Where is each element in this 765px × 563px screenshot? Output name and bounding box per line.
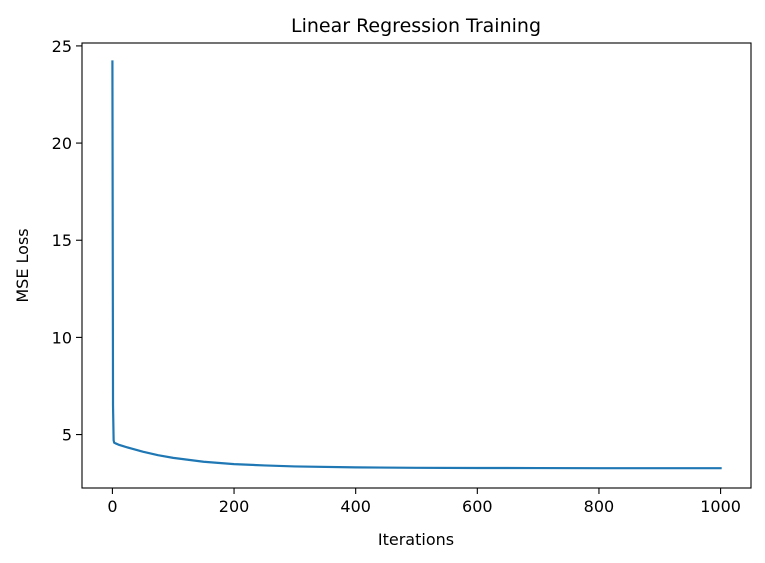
x-tick-label: 800 — [584, 497, 615, 516]
x-tick-label: 1000 — [700, 497, 741, 516]
y-tick-label: 15 — [52, 231, 72, 250]
y-tick-label: 10 — [52, 328, 72, 347]
plot-frame — [81, 42, 752, 489]
y-tick-label: 25 — [52, 37, 72, 56]
y-axis-label: MSE Loss — [13, 228, 32, 302]
x-axis-label: Iterations — [378, 530, 454, 549]
x-tick-label: 0 — [107, 497, 117, 516]
x-tick-label: 600 — [462, 497, 493, 516]
chart-title: Linear Regression Training — [291, 15, 541, 37]
x-tick-label: 200 — [219, 497, 250, 516]
series-line-0 — [111, 60, 722, 470]
x-tick-label: 400 — [340, 497, 371, 516]
y-tick-label: 20 — [52, 134, 72, 153]
y-tick-label: 5 — [62, 426, 72, 445]
